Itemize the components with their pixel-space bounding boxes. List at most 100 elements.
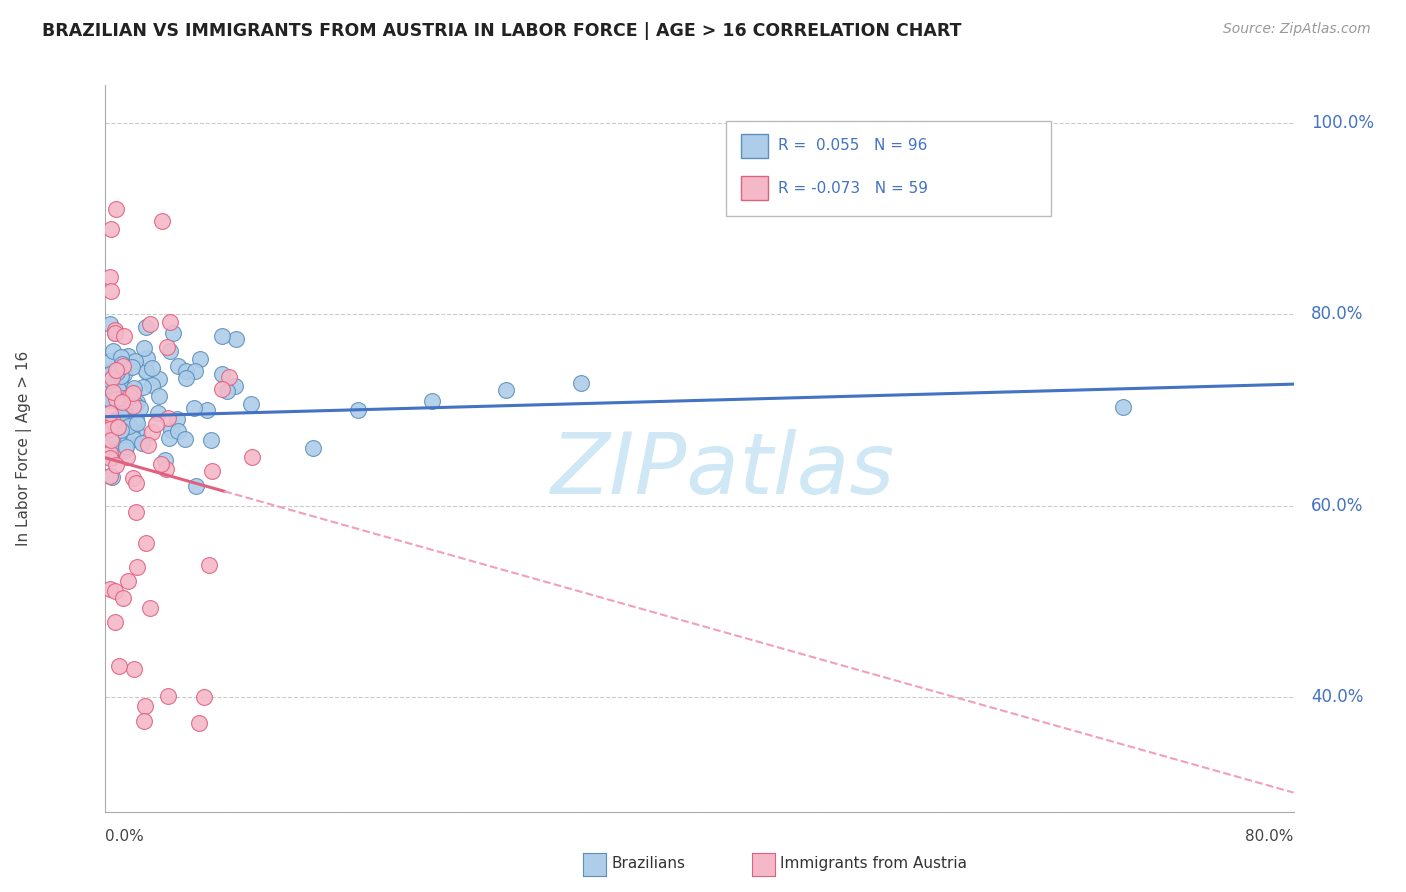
- Point: [166, 424, 188, 438]
- Point: [115, 384, 138, 398]
- Point: [1112, 400, 1135, 414]
- Point: [105, 458, 128, 472]
- Point: [115, 440, 138, 454]
- Point: [136, 438, 159, 452]
- Point: [138, 317, 160, 331]
- Point: [134, 341, 156, 355]
- Point: [156, 410, 179, 425]
- Point: [118, 384, 141, 398]
- Point: [131, 436, 153, 450]
- Point: [420, 393, 443, 408]
- Point: [98, 385, 121, 400]
- Point: [115, 401, 138, 415]
- Point: [103, 381, 125, 395]
- Point: [135, 364, 157, 378]
- Point: [104, 323, 127, 337]
- Point: [162, 326, 184, 340]
- Point: [127, 560, 149, 574]
- Point: [125, 424, 148, 438]
- Point: [174, 432, 197, 446]
- Point: [112, 359, 135, 373]
- Point: [148, 406, 170, 420]
- Point: [103, 417, 125, 432]
- Point: [211, 382, 233, 396]
- Point: [122, 662, 145, 676]
- Point: [98, 353, 121, 368]
- Point: [124, 475, 146, 490]
- Point: [302, 441, 325, 455]
- Point: [117, 574, 139, 588]
- Point: [98, 422, 121, 436]
- Point: [98, 392, 121, 407]
- Point: [98, 469, 121, 483]
- Text: 40.0%: 40.0%: [1312, 688, 1364, 706]
- Point: [150, 457, 173, 471]
- Point: [100, 222, 122, 236]
- Point: [167, 359, 190, 374]
- Point: [112, 381, 135, 395]
- Point: [115, 450, 138, 465]
- Point: [105, 392, 128, 406]
- Text: BRAZILIAN VS IMMIGRANTS FROM AUSTRIA IN LABOR FORCE | AGE > 16 CORRELATION CHART: BRAZILIAN VS IMMIGRANTS FROM AUSTRIA IN …: [42, 22, 962, 40]
- FancyBboxPatch shape: [727, 121, 1052, 216]
- Point: [122, 398, 145, 412]
- Point: [217, 384, 239, 398]
- Point: [240, 450, 263, 465]
- Point: [224, 379, 246, 393]
- Point: [110, 409, 132, 423]
- Point: [121, 359, 143, 374]
- Point: [150, 213, 173, 227]
- Point: [117, 349, 139, 363]
- Point: [148, 389, 170, 403]
- Point: [124, 354, 146, 368]
- Point: [107, 382, 129, 396]
- Point: [120, 424, 142, 438]
- Text: ZIPatlas: ZIPatlas: [551, 428, 896, 511]
- Point: [98, 382, 121, 396]
- Point: [166, 412, 188, 426]
- Point: [195, 402, 218, 417]
- Point: [101, 415, 124, 429]
- Point: [121, 471, 143, 485]
- Point: [186, 479, 208, 493]
- Point: [125, 394, 148, 409]
- Point: [225, 332, 247, 346]
- Point: [112, 591, 135, 605]
- Point: [104, 584, 127, 599]
- Point: [200, 433, 222, 447]
- Point: [122, 432, 145, 446]
- Point: [569, 376, 592, 390]
- Point: [155, 453, 177, 467]
- Point: [120, 389, 142, 403]
- Point: [98, 365, 121, 379]
- Point: [118, 419, 141, 434]
- Point: [114, 396, 136, 410]
- Point: [139, 600, 162, 615]
- Point: [114, 420, 136, 434]
- Point: [104, 412, 127, 426]
- Point: [98, 582, 121, 597]
- Point: [104, 326, 127, 340]
- Point: [104, 363, 127, 377]
- Point: [122, 381, 145, 395]
- Text: In Labor Force | Age > 16: In Labor Force | Age > 16: [15, 351, 32, 546]
- Point: [111, 395, 134, 409]
- Point: [132, 714, 155, 728]
- Point: [183, 401, 205, 416]
- Point: [121, 386, 143, 401]
- Point: [201, 465, 224, 479]
- Point: [141, 377, 163, 392]
- Point: [100, 371, 122, 385]
- Text: Source: ZipAtlas.com: Source: ZipAtlas.com: [1223, 22, 1371, 37]
- Point: [240, 397, 263, 411]
- Point: [112, 367, 135, 381]
- Point: [132, 379, 155, 393]
- Point: [108, 414, 131, 428]
- Point: [111, 403, 134, 417]
- Point: [98, 317, 121, 331]
- Point: [104, 615, 127, 630]
- Text: R = -0.073   N = 59: R = -0.073 N = 59: [778, 181, 928, 195]
- Point: [495, 383, 517, 397]
- Point: [104, 202, 127, 217]
- Point: [211, 329, 233, 343]
